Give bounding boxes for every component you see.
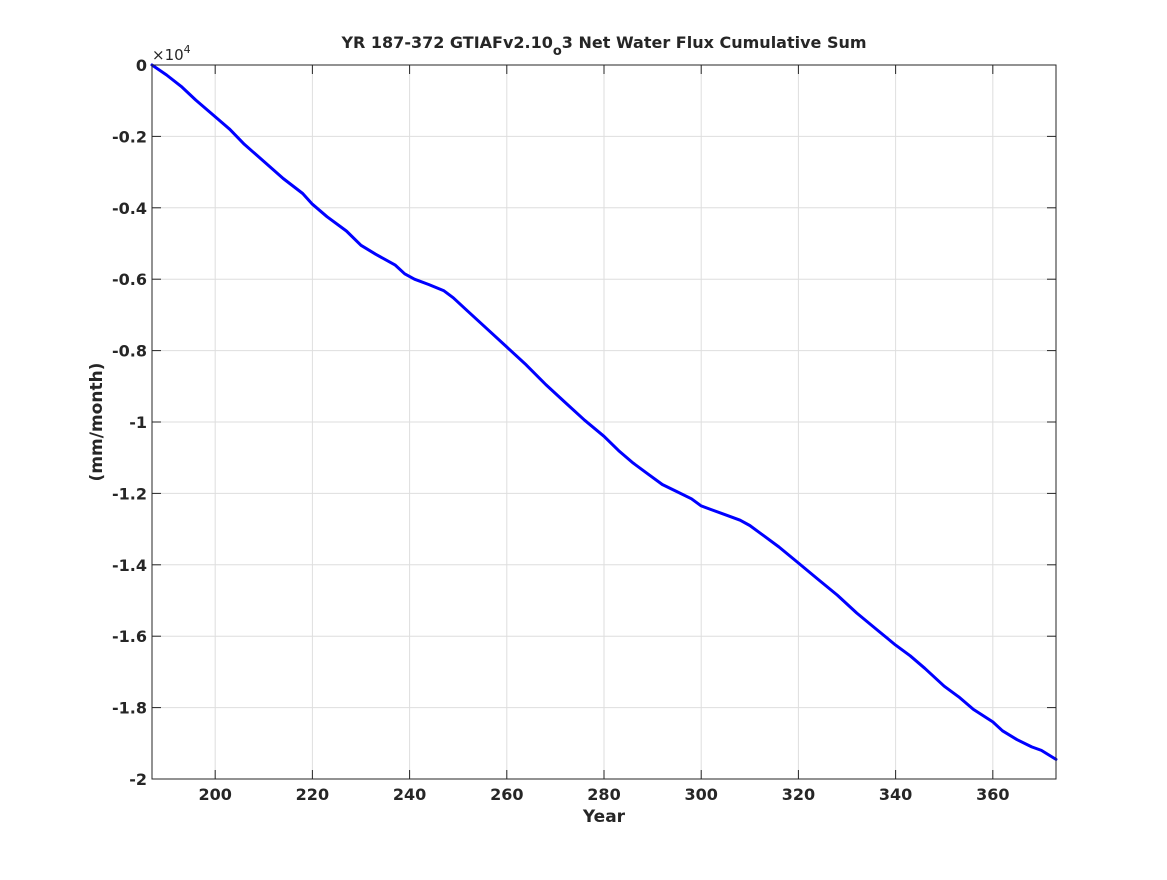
x-tick-label: 280 bbox=[587, 785, 620, 804]
y-tick-label: -1 bbox=[129, 413, 147, 432]
x-tick-label: 220 bbox=[296, 785, 329, 804]
y-tick-label: -0.4 bbox=[112, 199, 147, 218]
y-tick-label: -0.6 bbox=[112, 270, 147, 289]
y-tick-label: -1.2 bbox=[112, 484, 147, 503]
y-tick-label: -0.2 bbox=[112, 127, 147, 146]
tick-labels: 200 220 240 260 280 300 320 340 360 0 -0.2 -0.4 -0.6… bbox=[112, 56, 1010, 804]
axis-ticks bbox=[152, 64, 1056, 780]
title-main: YR 187-372 GTIAFv2.10 bbox=[340, 33, 552, 52]
title-tail: 3 Net Water Flux Cumulative Sum bbox=[562, 33, 867, 52]
y-tick-label: -1.4 bbox=[112, 556, 147, 575]
x-tick-label: 200 bbox=[198, 785, 231, 804]
x-tick-label: 260 bbox=[490, 785, 523, 804]
y-tick-label: 0 bbox=[136, 56, 147, 75]
grid-lines bbox=[152, 64, 1056, 780]
title-subscript: o bbox=[553, 44, 562, 59]
x-tick-label: 300 bbox=[685, 785, 718, 804]
x-tick-label: 360 bbox=[976, 785, 1009, 804]
x-axis-title: Year bbox=[582, 807, 626, 827]
series-line bbox=[150, 63, 1058, 761]
x-tick-label: 340 bbox=[879, 785, 912, 804]
chart-title: YR 187-372 GTIAFv2.10o3 Net Water Flux C… bbox=[340, 33, 866, 59]
x-tick-label: 320 bbox=[782, 785, 815, 804]
x-tick-label: 240 bbox=[393, 785, 426, 804]
y-tick-label: -1.8 bbox=[112, 699, 147, 718]
y-axis-exponent: ×104 bbox=[152, 43, 191, 64]
series-layer bbox=[150, 63, 1058, 761]
y-tick-label: -2 bbox=[129, 770, 147, 789]
exponent-base: ×10 bbox=[152, 46, 184, 64]
y-tick-label: -0.8 bbox=[112, 342, 147, 361]
y-axis-title: (mm/month) bbox=[87, 363, 107, 482]
exponent-power: 4 bbox=[184, 43, 191, 56]
y-tick-label: -1.6 bbox=[112, 627, 147, 646]
